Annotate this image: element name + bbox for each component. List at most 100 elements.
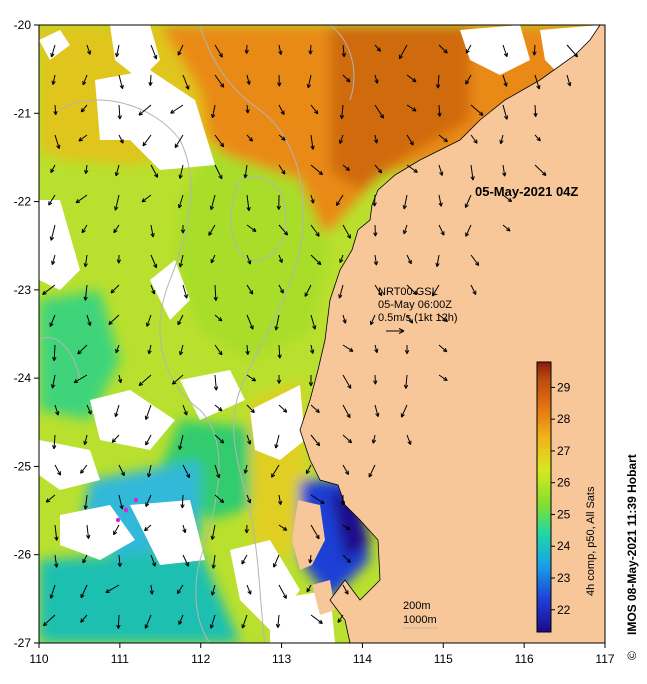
current-arrow [178, 614, 184, 625]
current-arrow [470, 134, 478, 144]
current-arrow [502, 224, 511, 232]
latitude-tick-label: -23 [14, 283, 32, 297]
current-arrow [214, 434, 225, 444]
current-arrow [138, 374, 152, 387]
current-arrow [438, 134, 448, 143]
current-arrow [177, 314, 184, 326]
current-source-line2: 05-May 06:00Z [378, 299, 452, 311]
current-arrow [214, 134, 225, 148]
contour-200m [199, 25, 305, 643]
current-arrow [83, 284, 88, 301]
current-arrow [138, 104, 152, 116]
current-arrow [566, 44, 579, 58]
contour-label-1000m: 1000m [403, 614, 437, 626]
current-arrow [80, 614, 88, 623]
current-arrow [117, 554, 122, 567]
current-arrow [342, 554, 352, 563]
current-arrow [278, 134, 286, 141]
longitude-tick-label: 115 [434, 652, 453, 666]
current-arrow [310, 224, 320, 237]
current-arrow [214, 404, 223, 412]
current-arrow [438, 374, 448, 382]
current-arrow [114, 194, 120, 211]
dirk-hartog-island [312, 580, 335, 615]
current-arrow [144, 404, 152, 420]
current-arrow [369, 314, 376, 326]
current-arrow [83, 434, 88, 446]
current-arrow [53, 104, 58, 116]
current-arrow [310, 524, 320, 540]
current-arrow [148, 74, 153, 87]
sst-west-band [39, 290, 120, 420]
drifter-marker [123, 507, 129, 513]
latitude-tick-label: -26 [14, 548, 32, 562]
current-arrow [337, 614, 344, 623]
current-arrow [438, 314, 449, 323]
current-arrow [105, 584, 120, 594]
colorbar-ticks: 22 23 24 25 26 27 28 29 [551, 380, 571, 617]
contour-1000m [59, 99, 220, 643]
peron-peninsula [292, 500, 325, 570]
latitude-tick-label: -25 [14, 459, 32, 473]
current-source-line1: NRT00 GSL [378, 286, 438, 298]
current-arrow [406, 434, 412, 445]
current-arrow [42, 284, 56, 295]
current-arrow [374, 404, 380, 418]
current-arrow [241, 554, 248, 565]
current-arrow [402, 194, 408, 210]
current-arrow [278, 404, 288, 413]
drifter-marker [133, 497, 139, 503]
current-arrow [431, 284, 440, 297]
western-australia-land [300, 25, 605, 643]
latitude-tick-label: -22 [14, 195, 32, 209]
current-arrow [310, 164, 324, 176]
current-arrow [50, 44, 56, 58]
current-arrow [310, 434, 321, 447]
current-arrow [310, 104, 319, 115]
current-arrow [278, 584, 287, 599]
current-arrow [45, 494, 56, 503]
current-arrow [51, 254, 56, 265]
current-arrow [400, 404, 408, 418]
current-arrow [214, 164, 223, 180]
current-arrow [209, 194, 216, 211]
latitude-tick-label: -24 [14, 371, 32, 385]
current-arrow [54, 554, 59, 568]
current-arrow [342, 344, 354, 352]
current-arrow [211, 554, 216, 569]
current-arrow [214, 314, 223, 322]
current-arrow [118, 74, 124, 90]
current-arrow [245, 344, 250, 355]
current-arrow [406, 314, 414, 324]
current-arrow [182, 74, 190, 90]
coastline [299, 25, 601, 643]
longitude-tick-label: 114 [353, 652, 372, 666]
current-arrow [246, 314, 254, 330]
current-arrow [118, 134, 124, 144]
current-arrow [141, 194, 152, 203]
current-arrow [80, 104, 88, 113]
current-arrow [246, 284, 254, 295]
current-arrow [84, 164, 89, 175]
current-arrow [115, 344, 120, 354]
current-arrow [145, 494, 152, 508]
current-arrow [210, 584, 216, 596]
current-arrow [470, 164, 475, 181]
current-arrow [81, 224, 88, 234]
current-arrow [171, 374, 184, 385]
colorbar-tick-label: 25 [557, 507, 571, 521]
current-arrow [52, 434, 57, 450]
current-arrow [214, 74, 225, 88]
current-arrow [78, 134, 88, 142]
current-arrow [373, 224, 378, 237]
current-arrow [335, 194, 344, 206]
current-arrow [534, 164, 547, 176]
current-arrow [86, 44, 92, 55]
longitude-tick-label: 117 [595, 652, 614, 666]
current-arrow [406, 104, 417, 112]
contour-west [39, 337, 81, 381]
current-arrow [342, 464, 349, 476]
current-arrow [48, 194, 56, 206]
current-arrow [278, 254, 283, 264]
current-arrow [533, 104, 538, 117]
